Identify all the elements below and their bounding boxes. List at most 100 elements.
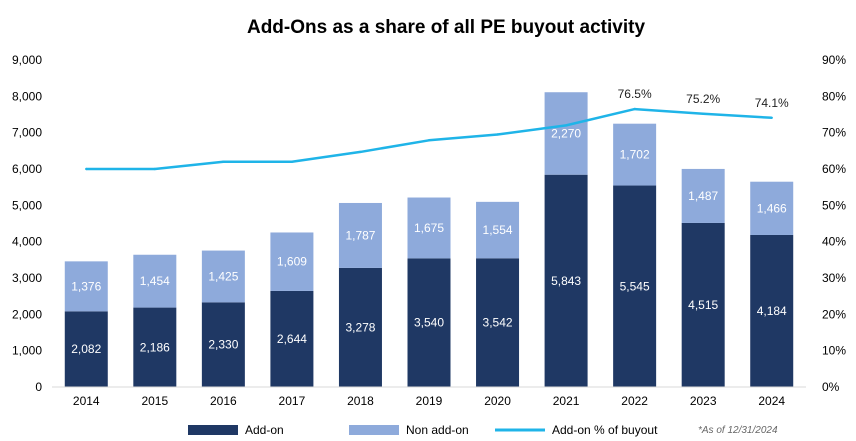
line-point <box>85 167 88 171</box>
bar-add-on <box>750 234 794 387</box>
bar-non-add-on <box>407 197 451 259</box>
legend: Add-on Non add-on Add-on % of buyout <box>188 423 658 437</box>
line-value-label: 75.2% <box>686 92 720 106</box>
x-tick-label: 2023 <box>690 394 717 408</box>
right-axis: 0% 10% 20% 30% 40% 50% 60% 70% 80% 90% <box>822 53 846 394</box>
bar-label-add-on: 4,184 <box>757 304 787 318</box>
bar-non-add-on <box>681 168 725 223</box>
chart-title: Add-Ons as a share of all PE buyout acti… <box>247 17 645 38</box>
x-tick-label: 2024 <box>758 394 785 408</box>
bar-add-on <box>476 258 520 387</box>
bar-add-on <box>133 307 177 387</box>
y-right-tick-label: 10% <box>822 344 846 358</box>
y-left-tick-label: 0 <box>35 380 42 394</box>
bar-label-non-add-on: 1,554 <box>483 223 513 237</box>
as-of-note: *As of 12/31/2024 <box>698 425 778 436</box>
x-tick-label: 2015 <box>141 394 168 408</box>
bar-non-add-on <box>338 202 382 268</box>
bar-label-add-on: 2,082 <box>71 342 101 356</box>
bar-label-add-on: 3,278 <box>345 320 375 334</box>
line-point <box>290 160 294 163</box>
bar-label-add-on: 5,545 <box>620 279 650 293</box>
line-group: 76.5% 75.2% 74.1% <box>85 87 789 171</box>
y-left-tick-label: 5,000 <box>12 198 42 212</box>
x-tick-label: 2017 <box>279 394 306 408</box>
x-tick-label: 2019 <box>416 394 443 408</box>
bar-label-add-on: 2,330 <box>208 338 238 352</box>
bars-group: 2,082 1,376 2,186 1,454 2,330 1,425 2,644 1,609… <box>64 92 794 387</box>
legend-swatch-non-add-on <box>349 425 399 435</box>
bar-label-non-add-on: 1,454 <box>140 274 170 288</box>
bar-label-non-add-on: 1,787 <box>345 228 375 242</box>
x-tick-label: 2020 <box>484 394 511 408</box>
y-right-tick-label: 30% <box>822 271 846 285</box>
y-right-tick-label: 0% <box>822 380 840 394</box>
bar-label-non-add-on: 2,270 <box>551 126 581 140</box>
y-left-tick-label: 9,000 <box>12 53 42 67</box>
line-add-on-pct <box>86 107 772 171</box>
bar-non-add-on <box>270 232 314 291</box>
y-left-tick-label: 6,000 <box>12 162 42 176</box>
y-left-tick-label: 4,000 <box>12 235 42 249</box>
y-right-tick-label: 20% <box>822 307 846 321</box>
left-axis: 0 1,000 2,000 3,000 4,000 5,000 6,000 7,000 8,00… <box>12 53 42 394</box>
legend-label-line: Add-on % of buyout <box>552 423 658 437</box>
y-left-tick-label: 2,000 <box>12 307 42 321</box>
bar-label-non-add-on: 1,702 <box>620 148 650 162</box>
bar-label-add-on: 3,542 <box>483 316 513 330</box>
y-right-tick-label: 60% <box>822 162 846 176</box>
legend-swatch-add-on <box>188 425 238 435</box>
bar-non-add-on <box>476 201 520 259</box>
bar-add-on <box>407 258 451 387</box>
bar-label-non-add-on: 1,675 <box>414 221 444 235</box>
y-left-tick-label: 7,000 <box>12 126 42 140</box>
line-point <box>770 116 773 119</box>
bar-add-on <box>201 302 245 387</box>
x-tick-label: 2021 <box>553 394 580 408</box>
bar-label-non-add-on: 1,425 <box>208 269 238 283</box>
bar-label-non-add-on: 1,376 <box>71 279 101 293</box>
line-point <box>496 133 499 136</box>
y-left-tick-label: 8,000 <box>12 89 42 103</box>
bar-add-on <box>681 222 725 387</box>
x-axis: 2014 2015 2016 2017 2018 2019 2020 2021 2022 2023… <box>52 386 806 408</box>
bar-label-non-add-on: 1,609 <box>277 255 307 269</box>
bar-non-add-on <box>133 254 177 308</box>
x-tick-label: 2018 <box>347 394 374 408</box>
y-right-tick-label: 50% <box>822 198 846 212</box>
bar-label-add-on: 5,843 <box>551 274 581 288</box>
line-point <box>427 139 431 142</box>
y-left-tick-label: 1,000 <box>12 344 42 358</box>
line-value-label: 74.1% <box>755 96 789 110</box>
x-tick-label: 2022 <box>621 394 648 408</box>
bar-non-add-on <box>613 123 657 186</box>
bar-add-on <box>338 267 382 387</box>
bar-label-add-on: 2,644 <box>277 332 307 346</box>
line-point <box>564 124 568 127</box>
line-value-label: 76.5% <box>618 87 652 101</box>
y-right-tick-label: 80% <box>822 89 846 103</box>
bar-label-add-on: 4,515 <box>688 298 718 312</box>
bar-add-on <box>613 185 657 387</box>
bar-add-on <box>544 174 588 387</box>
legend-label-add-on: Add-on <box>245 423 284 437</box>
bar-label-non-add-on: 1,466 <box>757 201 787 215</box>
x-tick-label: 2016 <box>210 394 237 408</box>
x-tick-label: 2014 <box>73 394 100 408</box>
bar-label-add-on: 3,540 <box>414 316 444 330</box>
line-point <box>359 150 362 154</box>
y-right-tick-label: 90% <box>822 53 846 67</box>
line-point <box>701 112 705 115</box>
line-point <box>222 160 225 163</box>
bar-label-add-on: 2,186 <box>140 340 170 354</box>
bar-add-on <box>64 311 108 387</box>
bar-label-non-add-on: 1,487 <box>688 189 718 203</box>
line-point <box>633 107 636 111</box>
legend-label-non-add-on: Non add-on <box>406 423 469 437</box>
y-right-tick-label: 70% <box>822 126 846 140</box>
bar-non-add-on <box>544 92 588 175</box>
bar-non-add-on <box>201 250 245 303</box>
bar-non-add-on <box>64 261 108 312</box>
line-point <box>153 167 157 171</box>
